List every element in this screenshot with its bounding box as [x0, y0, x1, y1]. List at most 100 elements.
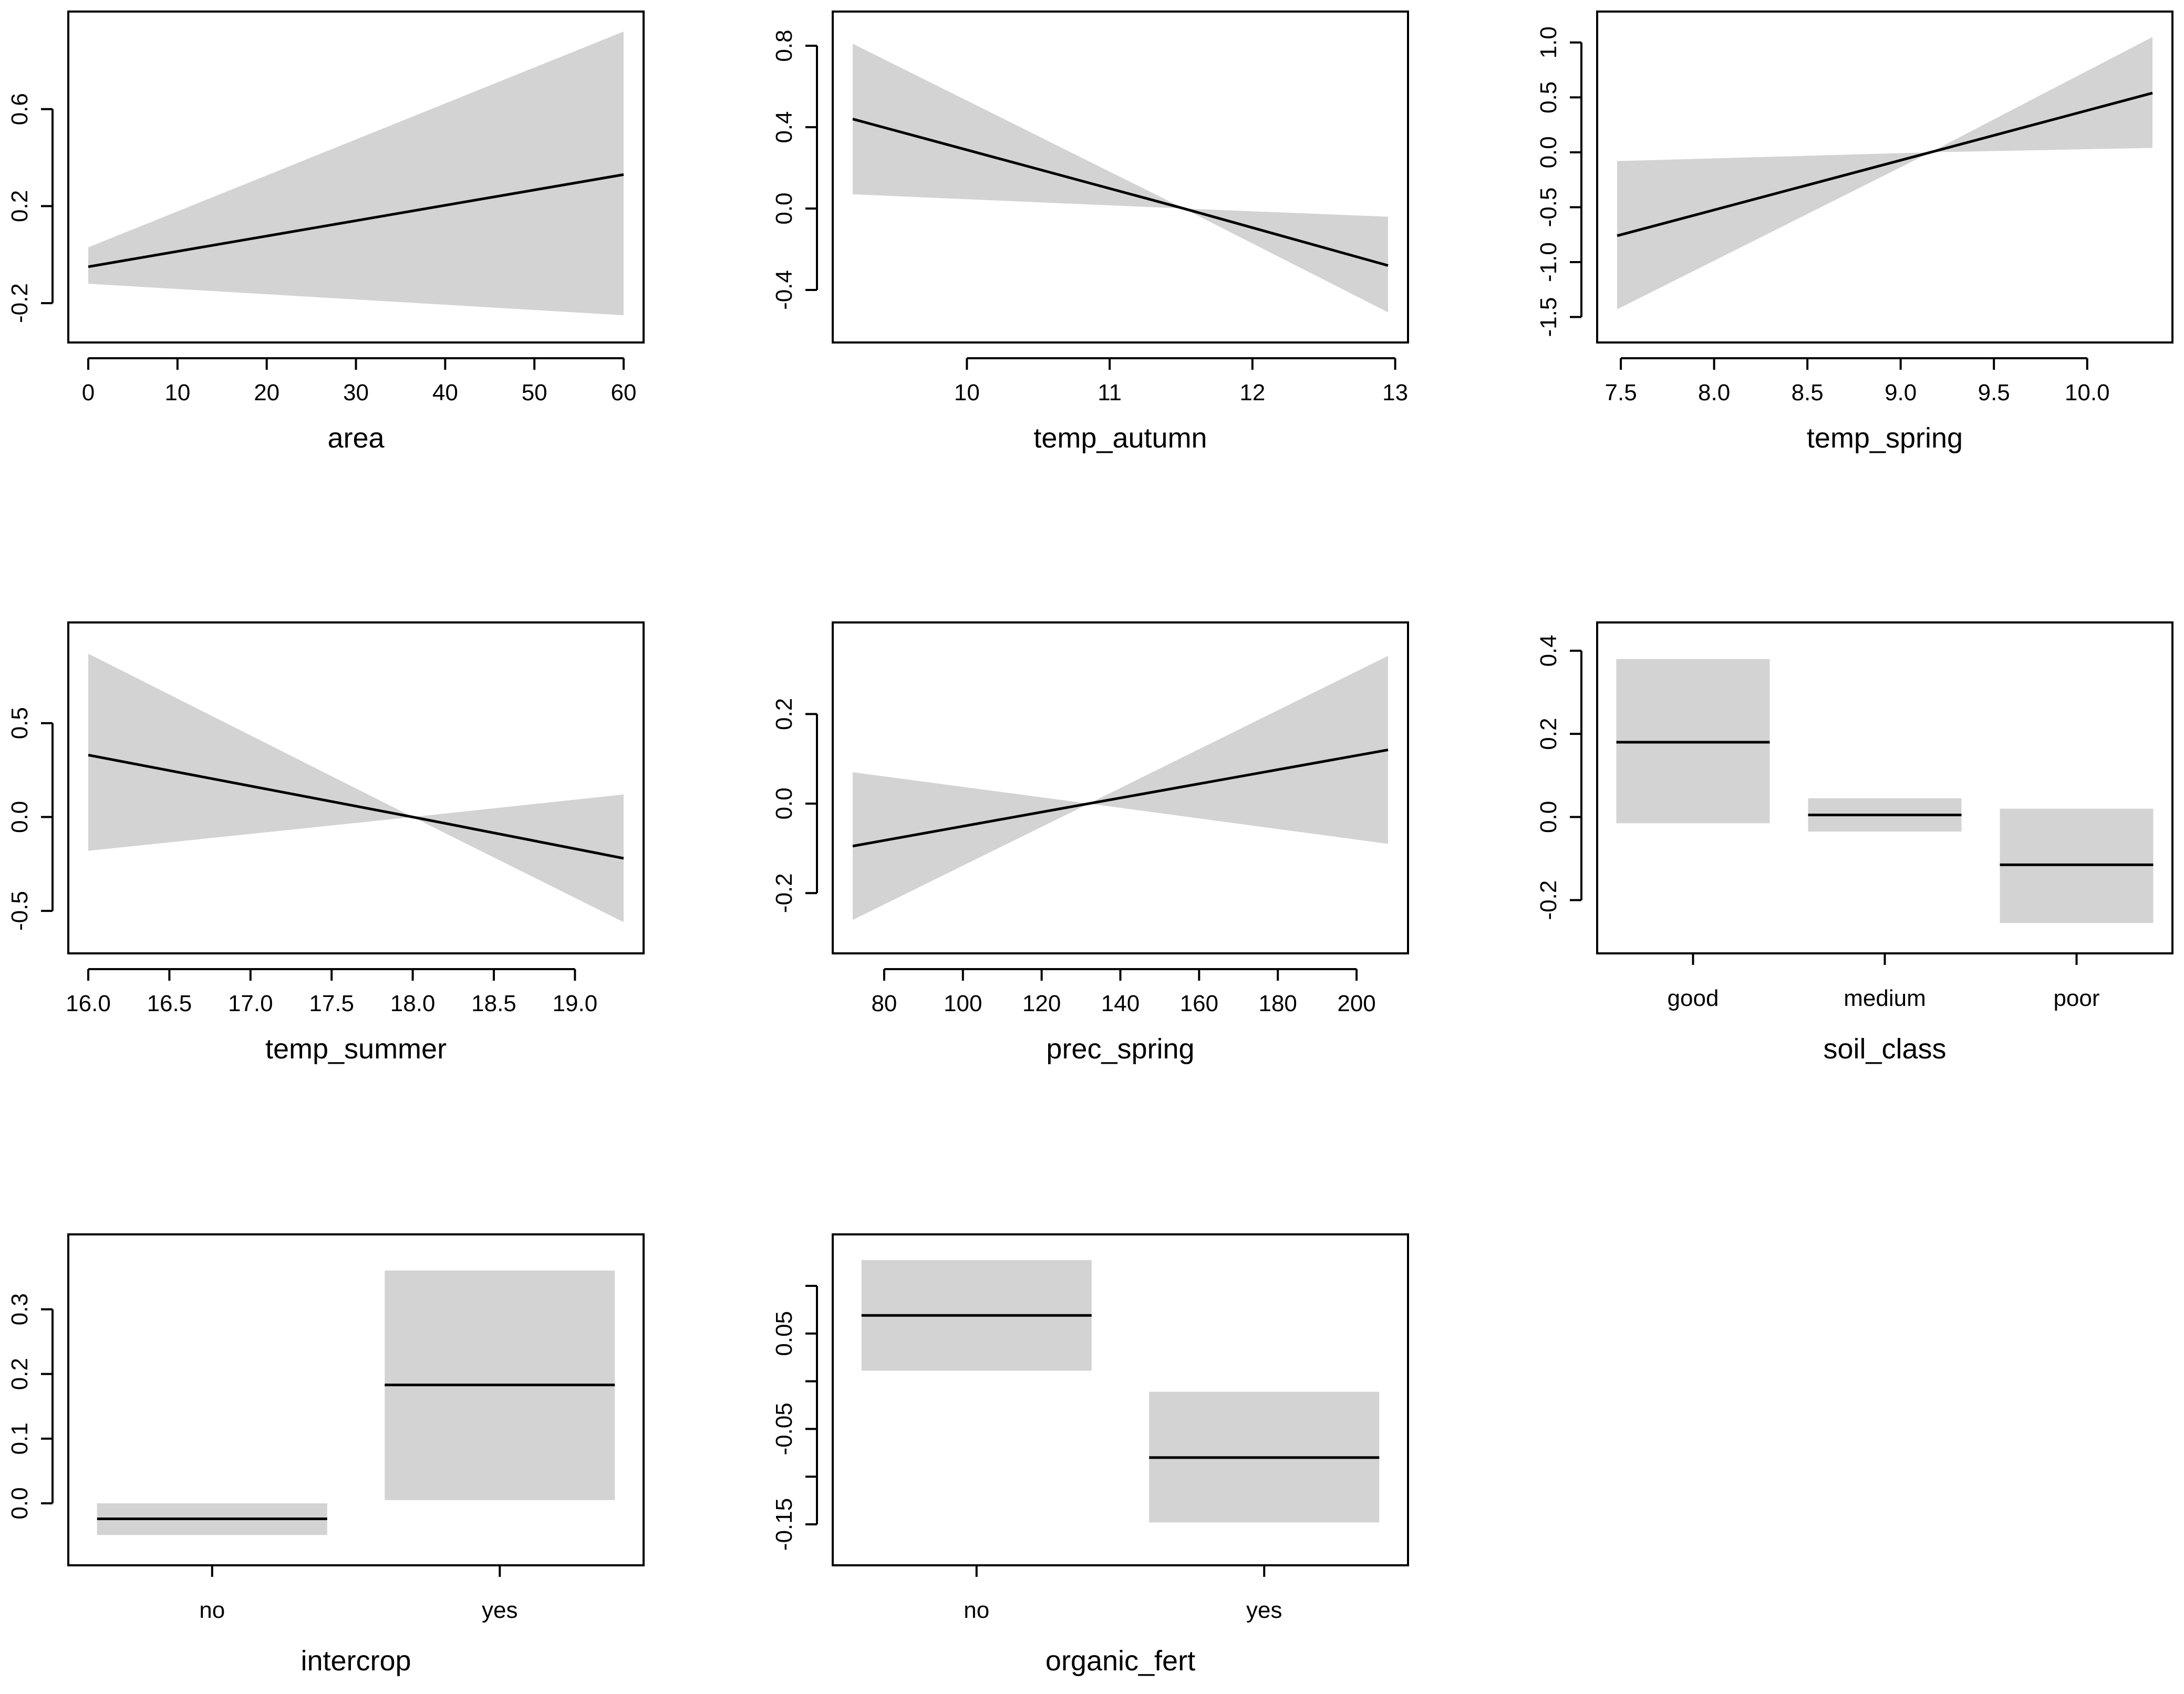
panel-intercrop: no yes 0.0 0.1 0.2 0.3 intercrop — [7, 1233, 645, 1677]
x-tick-label: 60 — [611, 380, 637, 406]
y-tick-label: 0.6 — [7, 93, 33, 125]
panel-temp_summer: 16.0 16.5 17.0 17.5 18.0 18.5 19.0 -0.5 0.0 0.5 te… — [7, 621, 645, 1065]
y-tick-label: 0.0 — [771, 192, 797, 224]
y-tick-label: 0.2 — [7, 1358, 33, 1390]
x-tick-label: 160 — [1180, 991, 1218, 1016]
panel-organic_fert: no yes -0.15 -0.05 0.05 organic_fert — [771, 1233, 1409, 1677]
panel-soil_class: good medium poor -0.2 0.0 0.2 0.4 soil_class — [1536, 621, 2173, 1065]
y-tick-label: 0.2 — [1536, 718, 1561, 750]
x-tick-label: 10 — [954, 380, 980, 406]
panel-area: 0 10 20 30 40 50 60 -0.2 0.2 0.6 area — [7, 11, 645, 454]
y-tick-label: -0.05 — [771, 1402, 797, 1455]
plot-frame — [832, 1233, 1409, 1566]
x-tick-label: 180 — [1258, 991, 1297, 1016]
plot-frame — [832, 11, 1409, 344]
fit-line — [1617, 91, 2153, 237]
x-tick-label: 200 — [1337, 991, 1375, 1016]
plot-frame — [1596, 621, 2173, 954]
x-tick-label: 0 — [82, 380, 95, 406]
y-tick-label: -0.2 — [7, 283, 33, 323]
confidence-band — [1617, 37, 2152, 309]
x-tick-label: 16.0 — [66, 991, 111, 1016]
x-axis-title: prec_spring — [1046, 1033, 1194, 1065]
y-tick-label: 0.2 — [771, 698, 797, 730]
panel-temp_spring: 7.5 8.0 8.5 9.0 9.5 10.0 -1.5 -1.0 -0.5 0.0 0.5 1.0… — [1536, 11, 2173, 454]
x-tick-label: yes — [1246, 1597, 1282, 1623]
y-tick-label: 0.0 — [7, 1487, 33, 1519]
x-tick-label: 13 — [1382, 380, 1408, 406]
plot-frame — [1596, 11, 2173, 344]
x-tick-label: 120 — [1022, 991, 1061, 1016]
y-tick-label: -0.5 — [7, 891, 33, 931]
x-tick-label: poor — [2053, 985, 2099, 1011]
x-tick-label: 140 — [1101, 991, 1140, 1016]
x-tick-label: 10.0 — [2065, 380, 2110, 406]
x-tick-label: 40 — [432, 380, 458, 406]
x-tick-label: 9.5 — [1978, 380, 2010, 406]
y-tick-label: -1.0 — [1536, 242, 1561, 282]
plot-frame — [67, 11, 645, 344]
x-tick-label: 30 — [343, 380, 369, 406]
x-tick-label: 17.0 — [228, 991, 273, 1016]
plot-frame — [832, 621, 1409, 954]
x-tick-label: 18.5 — [471, 991, 516, 1016]
fit-line — [88, 753, 624, 860]
x-tick-label: 11 — [1098, 380, 1122, 406]
plot-frame — [67, 1233, 645, 1566]
x-tick-label: 8.5 — [1792, 380, 1824, 406]
y-tick-label: 0.1 — [7, 1422, 33, 1454]
y-tick-label: -0.5 — [1536, 188, 1561, 227]
y-tick-label: 0.0 — [1536, 801, 1561, 833]
x-tick-label: 20 — [254, 380, 280, 406]
y-tick-label: 0.8 — [771, 30, 797, 62]
x-axis-title: organic_fert — [1046, 1645, 1195, 1677]
fit-line — [852, 118, 1389, 267]
plot-frame — [67, 621, 645, 954]
y-tick-label: -0.15 — [771, 1498, 797, 1551]
panel-temp_autumn: 10 11 12 13 -0.4 0.0 0.4 0.8 temp_autumn — [771, 11, 1409, 454]
fit-line — [852, 749, 1389, 848]
x-tick-label: good — [1668, 985, 1719, 1011]
confidence-band — [88, 32, 624, 316]
x-axis-title: area — [327, 422, 385, 454]
x-axis-title: intercrop — [301, 1645, 411, 1677]
y-tick-label: -0.4 — [771, 270, 797, 310]
y-tick-label: -0.2 — [1536, 880, 1561, 920]
confidence-band — [853, 656, 1388, 920]
x-tick-label: 50 — [522, 380, 547, 406]
y-tick-label: 0.4 — [771, 111, 797, 143]
x-tick-label: medium — [1844, 985, 1926, 1011]
x-tick-label: yes — [482, 1597, 517, 1623]
y-tick-label: -0.2 — [771, 873, 797, 913]
x-axis-title: soil_class — [1823, 1033, 1946, 1065]
x-tick-label: no — [964, 1597, 989, 1623]
panel-prec_spring: 80 100 120 140 160 180 200 -0.2 0.0 0.2 prec_sprin… — [771, 621, 1409, 1065]
x-tick-label: 12 — [1239, 380, 1265, 406]
y-tick-label: 0.0 — [771, 787, 797, 819]
y-tick-label: 0.2 — [7, 190, 33, 222]
y-tick-label: 0.4 — [1536, 635, 1561, 667]
y-tick-label: -1.5 — [1536, 297, 1561, 337]
x-tick-label: no — [199, 1597, 225, 1623]
x-tick-label: 10 — [164, 380, 190, 406]
x-tick-label: 9.0 — [1885, 380, 1917, 406]
x-tick-label: 80 — [871, 991, 897, 1016]
y-tick-label: 0.5 — [1536, 81, 1561, 113]
x-tick-label: 18.0 — [390, 991, 436, 1016]
x-axis-title: temp_spring — [1807, 422, 1963, 454]
x-tick-label: 19.0 — [553, 991, 598, 1016]
y-tick-label: 0.0 — [7, 801, 33, 833]
y-tick-label: 0.05 — [771, 1311, 797, 1356]
y-tick-label: 0.5 — [7, 707, 33, 739]
confidence-band — [853, 44, 1388, 313]
x-tick-label: 7.5 — [1605, 380, 1637, 406]
y-tick-label: 0.3 — [7, 1293, 33, 1325]
x-tick-label: 8.0 — [1698, 380, 1730, 406]
x-tick-label: 16.5 — [147, 991, 192, 1016]
x-axis-title: temp_autumn — [1033, 422, 1207, 454]
y-tick-label: 0.0 — [1536, 136, 1561, 168]
x-axis-title: temp_summer — [265, 1033, 447, 1065]
x-tick-label: 100 — [944, 991, 982, 1016]
x-tick-label: 17.5 — [309, 991, 354, 1016]
